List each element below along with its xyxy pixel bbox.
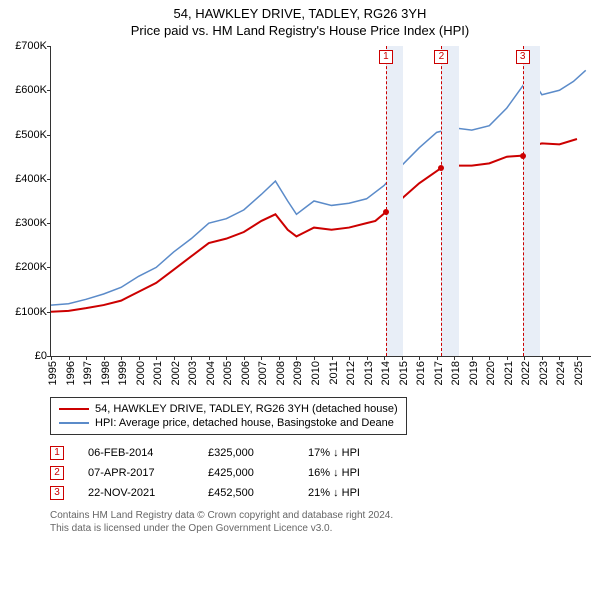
- sale-date: 06-FEB-2014: [88, 447, 208, 459]
- footer-line2: This data is licensed under the Open Gov…: [50, 522, 600, 535]
- y-tick-label: £500K: [15, 129, 47, 141]
- sale-num-box: 3: [50, 486, 64, 500]
- y-tick-label: £600K: [15, 84, 47, 96]
- x-tick-label: 1997: [82, 361, 94, 385]
- legend-label: HPI: Average price, detached house, Basi…: [95, 417, 394, 429]
- highlight-band: [386, 46, 404, 356]
- sale-delta: 16% ↓ HPI: [308, 467, 408, 479]
- legend-row: 54, HAWKLEY DRIVE, TADLEY, RG26 3YH (det…: [59, 402, 398, 416]
- x-tick-label: 2001: [152, 361, 164, 385]
- sale-price: £325,000: [208, 447, 308, 459]
- legend: 54, HAWKLEY DRIVE, TADLEY, RG26 3YH (det…: [50, 397, 407, 435]
- chart-container: 54, HAWKLEY DRIVE, TADLEY, RG26 3YH Pric…: [0, 0, 600, 535]
- legend-swatch: [59, 408, 89, 410]
- y-tick-label: £200K: [15, 261, 47, 273]
- titles: 54, HAWKLEY DRIVE, TADLEY, RG26 3YH Pric…: [0, 0, 600, 38]
- x-tick-label: 2022: [520, 361, 532, 385]
- y-tick-label: £0: [35, 350, 47, 362]
- x-tick-label: 2007: [257, 361, 269, 385]
- series-property: [51, 139, 577, 312]
- sale-delta: 21% ↓ HPI: [308, 487, 408, 499]
- sale-num-box: 1: [50, 446, 64, 460]
- sale-dot: [520, 153, 526, 159]
- title-address: 54, HAWKLEY DRIVE, TADLEY, RG26 3YH: [0, 6, 600, 21]
- y-tick-label: £300K: [15, 217, 47, 229]
- x-tick-label: 2008: [275, 361, 287, 385]
- sale-marker-line: [441, 46, 442, 356]
- x-tick-label: 2011: [328, 361, 340, 385]
- x-tick-label: 2013: [363, 361, 375, 385]
- x-tick-label: 1999: [117, 361, 129, 385]
- sale-row: 2 07-APR-2017£425,00016% ↓ HPI: [50, 463, 600, 483]
- x-tick-label: 2002: [170, 361, 182, 385]
- sale-marker-line: [523, 46, 524, 356]
- x-tick-label: 2021: [503, 361, 515, 385]
- sale-marker-box: 2: [434, 50, 448, 64]
- sale-row: 1 06-FEB-2014£325,00017% ↓ HPI: [50, 443, 600, 463]
- sale-dot: [438, 165, 444, 171]
- sale-dot: [383, 209, 389, 215]
- sale-price: £425,000: [208, 467, 308, 479]
- highlight-band: [523, 46, 541, 356]
- x-tick-label: 2004: [205, 361, 217, 385]
- x-tick-label: 2009: [292, 361, 304, 385]
- legend-row: HPI: Average price, detached house, Basi…: [59, 416, 398, 430]
- footer-line1: Contains HM Land Registry data © Crown c…: [50, 509, 600, 522]
- y-tick-label: £400K: [15, 173, 47, 185]
- x-tick-label: 2010: [310, 361, 322, 385]
- x-tick-label: 1996: [65, 361, 77, 385]
- sale-date: 22-NOV-2021: [88, 487, 208, 499]
- x-tick-label: 2020: [485, 361, 497, 385]
- sale-marker-box: 1: [379, 50, 393, 64]
- y-tick-label: £700K: [15, 40, 47, 52]
- x-tick-label: 2003: [187, 361, 199, 385]
- legend-label: 54, HAWKLEY DRIVE, TADLEY, RG26 3YH (det…: [95, 403, 398, 415]
- x-tick-label: 2018: [450, 361, 462, 385]
- plot-area: £0£100K£200K£300K£400K£500K£600K£700K199…: [50, 46, 591, 357]
- legend-swatch: [59, 422, 89, 424]
- sale-row: 3 22-NOV-2021£452,50021% ↓ HPI: [50, 483, 600, 503]
- x-tick-label: 2005: [222, 361, 234, 385]
- sale-marker-box: 3: [516, 50, 530, 64]
- chart-lines: [51, 46, 591, 356]
- title-subtitle: Price paid vs. HM Land Registry's House …: [0, 23, 600, 38]
- x-tick-label: 2016: [415, 361, 427, 385]
- x-tick-label: 2015: [398, 361, 410, 385]
- y-tick-label: £100K: [15, 306, 47, 318]
- x-tick-label: 2012: [345, 361, 357, 385]
- footer-attribution: Contains HM Land Registry data © Crown c…: [50, 509, 600, 535]
- sale-marker-line: [386, 46, 387, 356]
- sale-num-box: 2: [50, 466, 64, 480]
- x-tick-label: 1995: [47, 361, 59, 385]
- x-tick-label: 2019: [468, 361, 480, 385]
- highlight-band: [441, 46, 459, 356]
- x-tick-label: 2006: [240, 361, 252, 385]
- sale-price: £452,500: [208, 487, 308, 499]
- x-tick-label: 2014: [380, 361, 392, 385]
- x-tick-label: 2000: [135, 361, 147, 385]
- x-tick-label: 2017: [433, 361, 445, 385]
- x-tick-label: 2024: [555, 361, 567, 385]
- series-hpi: [51, 70, 586, 305]
- sales-table: 1 06-FEB-2014£325,00017% ↓ HPI 2 07-APR-201…: [50, 443, 600, 503]
- x-tick-label: 2025: [573, 361, 585, 385]
- sale-delta: 17% ↓ HPI: [308, 447, 408, 459]
- x-tick-label: 1998: [100, 361, 112, 385]
- sale-date: 07-APR-2017: [88, 467, 208, 479]
- x-tick-label: 2023: [538, 361, 550, 385]
